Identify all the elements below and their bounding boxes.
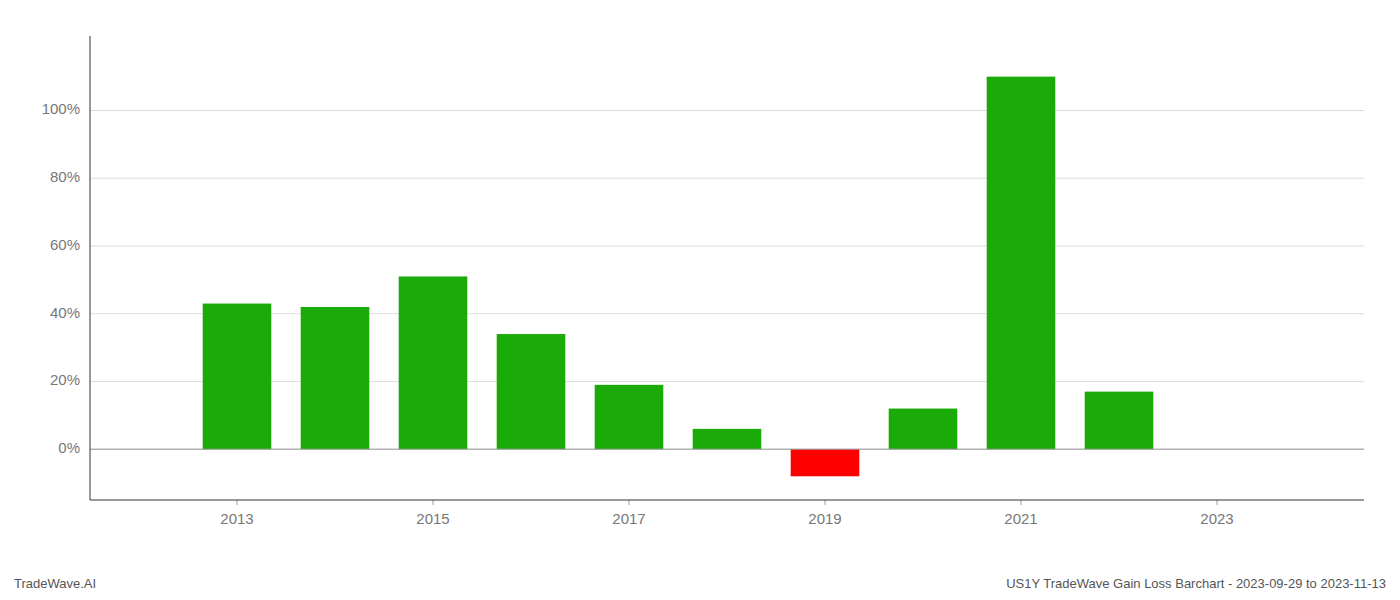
grid [90,111,1364,450]
title: US1Y TradeWave Gain Loss Barchart - 2023… [1006,576,1386,591]
y-tick-label: 40% [50,304,80,321]
y-axis-line [90,36,91,500]
bar [399,276,468,449]
bar [203,304,272,450]
bar [1085,392,1154,450]
x-axis-line [90,500,1364,501]
x-tick-mark [1217,500,1218,505]
x-tick-mark [433,500,434,505]
bar [791,449,860,476]
x-tick-label: 2019 [808,510,841,527]
grid-line [90,178,1364,179]
zero-line [90,449,1364,450]
x-tick-label: 2023 [1200,510,1233,527]
y-tick-label: 0% [58,439,80,456]
x-tick-label: 2017 [612,510,645,527]
bar [497,334,566,449]
grid-line [90,110,1364,111]
bars [203,77,1154,477]
chart: 0%20%40%60%80%100%2013201520172019202120… [0,0,1400,600]
x-tick-label: 2021 [1004,510,1037,527]
x-tick-mark [825,500,826,505]
grid-line [90,245,1364,246]
grid-line [90,449,1364,450]
x-ticks: 2013 2015 2017 2019 2021 2023 [220,500,1233,527]
x-tick-label: 2013 [220,510,253,527]
y-tick-label: 60% [50,236,80,253]
bar [595,385,664,449]
y-ticks: 0% 20% 40% 60% 80% 100% [42,100,80,456]
x-tick-mark [237,500,238,505]
x-tick-mark [629,500,630,505]
bar [693,429,762,449]
bar [889,409,958,450]
bar [987,77,1056,450]
y-tick-label: 20% [50,371,80,388]
grid-line [90,313,1364,314]
grid-line [90,381,1364,382]
x-tick-mark [1021,500,1022,505]
y-tick-label: 100% [42,100,80,117]
y-tick-label: 80% [50,168,80,185]
footer-left: TradeWave.AI [14,576,96,591]
bar [301,307,370,449]
x-tick-label: 2015 [416,510,449,527]
